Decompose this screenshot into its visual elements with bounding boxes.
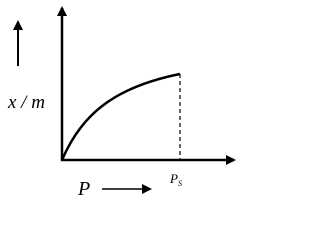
x-axis-label: P [77,178,90,200]
isotherm-curve [60,72,181,161]
diagram: x / m P PS [7,6,236,200]
saturation-label: PS [169,171,182,188]
saturation-label-subscript: S [178,179,182,188]
page: x / m P PS (() => { const data = JSON.pa… [7,6,236,200]
saturation-label-main: P [169,171,178,186]
y-axis-label: x / m [7,92,45,113]
